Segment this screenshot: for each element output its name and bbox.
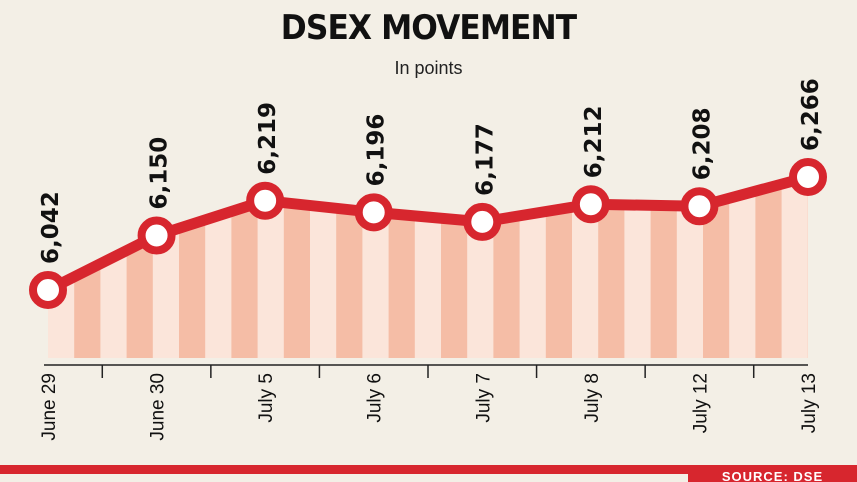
data-point [137,216,176,255]
area-stripe [231,177,259,358]
x-tick-label: June 29 [39,373,60,441]
data-point [246,181,285,220]
area-stripe [414,177,442,358]
data-label: 6,177 [472,123,498,196]
area-stripe [388,177,416,358]
data-label: 6,219 [255,102,281,175]
data-point [571,185,610,224]
data-label: 6,150 [147,137,173,210]
data-point [680,187,719,226]
area-stripe [100,177,128,358]
x-tick-label: July 6 [365,373,386,423]
chart-title: DSEX MOVEMENT [280,8,577,48]
x-tick-label: July 12 [690,373,711,433]
footer-bar [0,465,857,474]
data-label: 6,208 [689,107,715,180]
area-stripe [781,177,808,358]
data-label: 6,212 [581,105,607,178]
x-tick-label: July 7 [473,373,494,423]
x-tick-label: July 13 [799,373,820,433]
area-stripe [441,177,468,358]
data-point [789,158,827,196]
data-labels: 6,042 6,150 6,219 6,196 6,177 6,212 6,208 6,266 [38,78,824,264]
area-stripe [74,177,101,358]
area-stripe [650,177,678,358]
data-label: 6,042 [38,191,64,264]
area-stripe [807,177,808,358]
data-point [354,193,393,232]
area-stripe [729,177,756,358]
x-axis [44,364,808,378]
area-stripe [310,177,337,358]
data-label: 6,196 [364,114,390,187]
data-points [29,158,827,309]
x-tick-labels: June 29 June 30 July 5 July 6 July 7 July 8 Ju… [39,373,820,441]
source-label: SOURCE: DSE [688,468,857,482]
area-stripe [624,177,652,358]
area-stripe [755,177,783,358]
area-stripe [519,177,547,358]
area-stripe [283,177,311,358]
area-stripe [545,177,573,358]
area-stripe [205,177,232,358]
data-point [463,202,502,241]
x-tick-label: June 30 [148,373,169,441]
data-point [29,271,67,309]
x-tick-label: July 8 [582,373,603,423]
area-stripe [336,177,363,358]
chart-subtitle: In points [394,58,463,78]
data-label: 6,266 [798,78,824,151]
x-tick-label: July 5 [256,373,277,423]
